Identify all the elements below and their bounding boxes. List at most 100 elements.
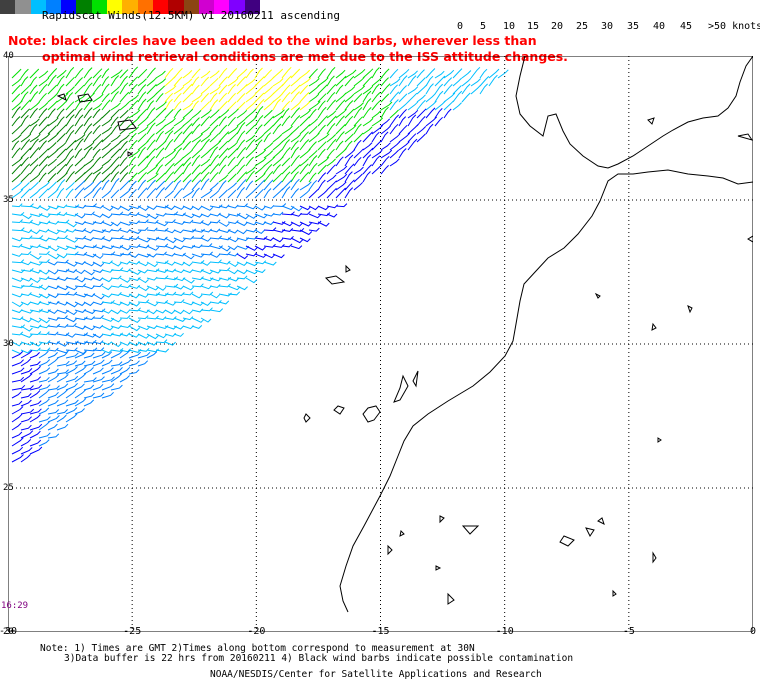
wind-barb	[164, 76, 176, 87]
wind-barb	[119, 140, 128, 151]
wind-barb	[20, 301, 32, 306]
wind-barb	[425, 123, 434, 135]
wind-barb	[101, 76, 110, 87]
wind-barb	[218, 164, 227, 175]
wind-barb	[92, 359, 105, 367]
wind-barb	[164, 85, 177, 95]
wind-barb	[65, 109, 75, 119]
wind-barb	[272, 83, 284, 95]
wind-barb	[236, 213, 250, 220]
wind-barb	[146, 173, 159, 183]
wind-barb	[281, 115, 291, 127]
wind-barb	[263, 243, 276, 248]
wind-barb	[74, 187, 85, 199]
wind-barb	[11, 181, 23, 191]
wind-barb	[137, 146, 146, 159]
wind-barb	[47, 433, 60, 439]
wind-barb	[452, 102, 462, 111]
wind-barb	[299, 124, 311, 135]
wind-barb	[29, 181, 39, 191]
coastline-segment	[597, 517, 605, 525]
legend-label: 35	[627, 21, 640, 32]
wind-barb	[47, 188, 59, 199]
wind-barb	[47, 352, 58, 359]
wind-barb	[101, 142, 112, 151]
wind-barb	[11, 359, 24, 367]
wind-barb	[155, 101, 167, 111]
wind-barb	[173, 131, 183, 143]
wind-barb	[335, 156, 344, 167]
wind-barb	[11, 134, 22, 143]
wind-barb	[101, 359, 113, 367]
wind-barb	[11, 243, 23, 248]
wind-barb	[200, 101, 210, 111]
wind-barb	[56, 414, 67, 423]
wind-barb	[146, 351, 158, 359]
wind-barb	[65, 323, 77, 327]
legend-label: 20	[551, 21, 564, 32]
footnote-line-2: 3)Data buffer is 22 hrs from 20160211 4)…	[64, 653, 574, 664]
wind-barb	[101, 173, 111, 183]
wind-barb	[110, 148, 121, 159]
wind-barb	[65, 333, 76, 338]
wind-barb	[137, 98, 147, 111]
wind-barb	[110, 140, 122, 151]
wind-barb	[227, 204, 239, 209]
wind-barb	[146, 348, 160, 353]
wind-barb	[101, 332, 114, 337]
wind-barb	[254, 260, 267, 265]
coastline-segment	[56, 93, 67, 101]
wind-barb	[191, 76, 200, 87]
wind-barb	[137, 116, 149, 127]
wind-barb	[263, 156, 276, 167]
wind-barb	[38, 407, 50, 415]
wind-barb	[299, 211, 311, 215]
wind-barb	[191, 276, 204, 281]
wind-barb	[227, 245, 238, 251]
wind-barb	[254, 269, 266, 274]
wind-barb	[182, 291, 194, 296]
wind-barb	[119, 251, 132, 256]
wind-barb	[164, 117, 176, 127]
wind-barb	[20, 133, 32, 143]
wind-barb	[29, 361, 41, 367]
wind-barb	[236, 139, 246, 151]
wind-barb	[173, 229, 184, 234]
wind-barb	[47, 293, 59, 299]
wind-barb	[74, 213, 86, 219]
wind-barb	[245, 170, 255, 183]
wind-barb	[245, 100, 257, 111]
wind-barb	[29, 408, 42, 415]
wind-barb	[326, 148, 335, 159]
wind-barb	[38, 228, 50, 233]
wind-barb	[155, 164, 164, 175]
wind-barb	[20, 251, 32, 256]
wind-barb	[218, 155, 228, 167]
wind-barb	[254, 235, 268, 240]
wind-barb	[146, 292, 161, 296]
wind-barb	[56, 409, 68, 415]
wind-barb	[218, 204, 230, 209]
wind-barb	[200, 261, 211, 266]
wind-barb	[110, 283, 122, 288]
wind-barb	[209, 116, 221, 127]
wind-barb	[56, 268, 70, 273]
wind-barb	[38, 347, 51, 352]
wind-barb	[236, 275, 248, 280]
wind-barb	[182, 83, 193, 95]
wind-barb	[173, 86, 185, 95]
wind-barb	[281, 186, 291, 199]
wind-barb	[362, 147, 374, 159]
wind-barb	[74, 350, 87, 359]
wind-barb	[146, 261, 159, 268]
wind-barb	[164, 126, 175, 135]
wind-barb	[20, 235, 33, 240]
wind-barb	[29, 284, 43, 289]
wind-barb	[254, 98, 265, 111]
wind-barb	[20, 399, 32, 407]
wind-barb	[65, 407, 78, 415]
wind-barb	[155, 275, 169, 280]
wind-barb	[47, 108, 56, 119]
wind-barb	[200, 221, 212, 226]
wind-barb	[20, 83, 32, 95]
